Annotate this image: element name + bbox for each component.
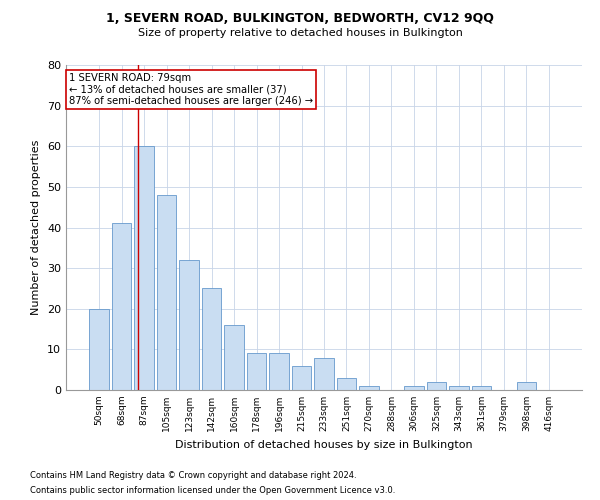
- Bar: [292, 366, 311, 390]
- Text: 1 SEVERN ROAD: 79sqm
← 13% of detached houses are smaller (37)
87% of semi-detac: 1 SEVERN ROAD: 79sqm ← 13% of detached h…: [68, 73, 313, 106]
- X-axis label: Distribution of detached houses by size in Bulkington: Distribution of detached houses by size …: [175, 440, 473, 450]
- Bar: [427, 382, 446, 390]
- Bar: [89, 308, 109, 390]
- Bar: [202, 288, 221, 390]
- Bar: [337, 378, 356, 390]
- Bar: [134, 146, 154, 390]
- Bar: [112, 224, 131, 390]
- Text: Contains HM Land Registry data © Crown copyright and database right 2024.: Contains HM Land Registry data © Crown c…: [30, 471, 356, 480]
- Bar: [179, 260, 199, 390]
- Bar: [472, 386, 491, 390]
- Bar: [517, 382, 536, 390]
- Bar: [404, 386, 424, 390]
- Text: 1, SEVERN ROAD, BULKINGTON, BEDWORTH, CV12 9QQ: 1, SEVERN ROAD, BULKINGTON, BEDWORTH, CV…: [106, 12, 494, 26]
- Bar: [359, 386, 379, 390]
- Y-axis label: Number of detached properties: Number of detached properties: [31, 140, 41, 315]
- Bar: [247, 354, 266, 390]
- Bar: [269, 354, 289, 390]
- Text: Size of property relative to detached houses in Bulkington: Size of property relative to detached ho…: [137, 28, 463, 38]
- Bar: [224, 325, 244, 390]
- Bar: [314, 358, 334, 390]
- Text: Contains public sector information licensed under the Open Government Licence v3: Contains public sector information licen…: [30, 486, 395, 495]
- Bar: [157, 195, 176, 390]
- Bar: [449, 386, 469, 390]
